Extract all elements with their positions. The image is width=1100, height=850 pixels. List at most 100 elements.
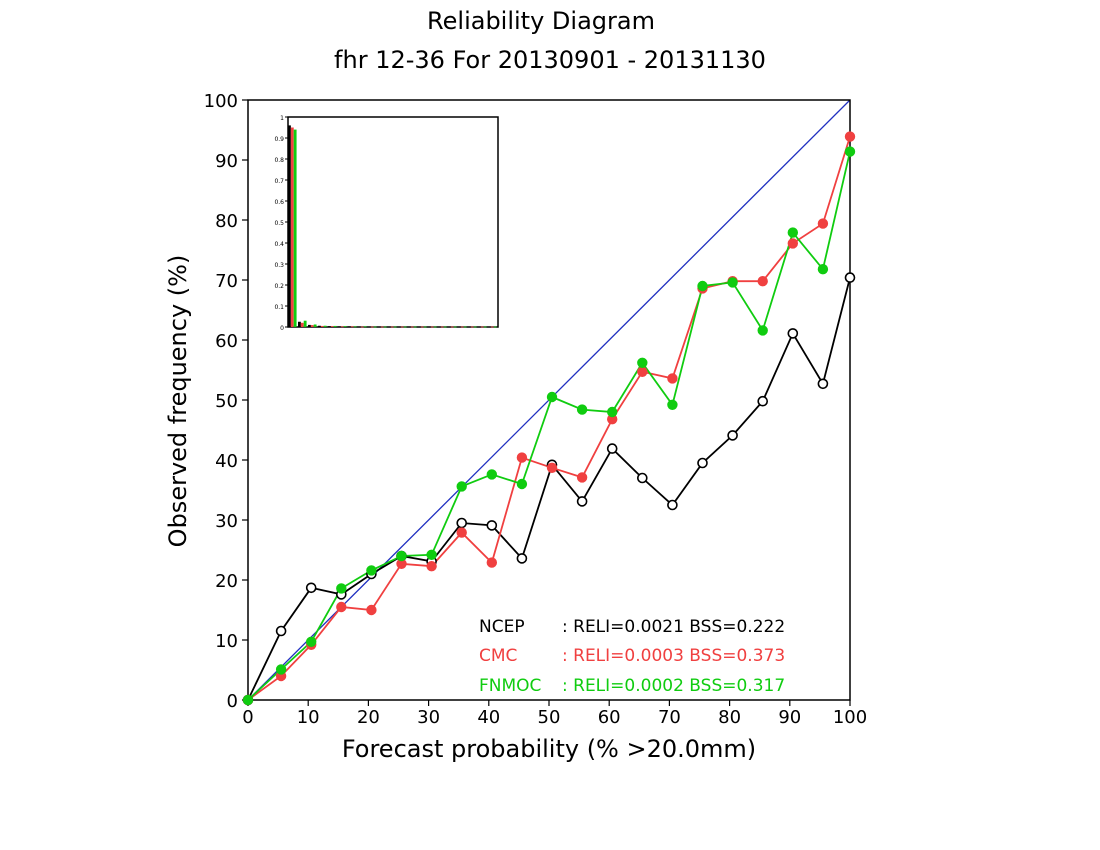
inset-bar-cmc	[400, 326, 404, 328]
y-tick-label: 50	[215, 391, 238, 412]
inset-y-tick-label: 0.4	[274, 241, 284, 248]
legend-name-fnmoc: FNMOC	[479, 676, 541, 696]
inset-bar-fnmoc	[353, 326, 357, 328]
inset-bar-cmc	[310, 325, 314, 327]
inset-bar-fnmoc	[373, 326, 377, 328]
inset-bar-fnmoc	[443, 326, 447, 328]
inset-y-tick-label: 0	[280, 325, 284, 332]
data-point-cmc	[817, 218, 829, 229]
data-point-fnmoc	[486, 469, 498, 480]
inset-bar-cmc	[490, 326, 494, 328]
inset-bar-fnmoc	[343, 326, 347, 327]
inset-bar-ncep	[318, 325, 321, 327]
data-point-fnmoc	[757, 325, 768, 336]
inset-y-tick-label: 1	[280, 115, 284, 122]
data-point-fnmoc	[844, 146, 856, 157]
data-point-ncep	[787, 328, 799, 339]
legend-stats-ncep: : RELI=0.0021 BSS=0.222	[562, 617, 785, 637]
data-point-fnmoc	[275, 664, 287, 675]
legend-name-ncep: NCEP	[479, 617, 525, 637]
inset-bar-ncep	[488, 326, 491, 328]
x-tick-label: 90	[778, 707, 801, 728]
inset-y-tick-label: 0.2	[274, 283, 284, 290]
data-point-cmc	[456, 527, 467, 538]
inset-bar-ncep	[468, 326, 471, 328]
data-point-cmc	[546, 462, 558, 474]
y-tick-label: 60	[215, 331, 238, 352]
data-point-fnmoc	[306, 636, 317, 648]
data-point-fnmoc	[607, 406, 618, 418]
inset-bar-cmc	[380, 326, 384, 328]
inset-bar-cmc	[360, 326, 364, 328]
data-point-cmc	[787, 238, 799, 249]
y-tick-label: 10	[215, 631, 238, 652]
inset-bar-cmc	[470, 326, 474, 328]
data-point-cmc	[844, 131, 856, 142]
inset-bar-ncep	[368, 326, 371, 328]
data-point-ncep	[606, 443, 618, 454]
inset-bar-ncep	[458, 326, 461, 328]
inset-bar-ncep	[328, 326, 331, 327]
inset-bar-ncep	[388, 326, 391, 328]
chart-subtitle: fhr 12-36 For 20130901 - 20131130	[334, 46, 766, 74]
inset-y-tick-label: 0.1	[274, 304, 284, 311]
legend-name-cmc: CMC	[479, 646, 517, 666]
chart-title: Reliability Diagram	[427, 7, 655, 35]
y-tick-label: 40	[215, 451, 238, 472]
inset-bar-ncep	[448, 326, 451, 328]
data-point-ncep	[817, 378, 829, 390]
data-point-fnmoc	[637, 357, 648, 369]
legend-stats-fnmoc: : RELI=0.0002 BSS=0.317	[562, 676, 785, 696]
x-tick-label: 10	[297, 707, 320, 728]
inset-y-tick-label: 0.9	[274, 136, 284, 143]
data-point-fnmoc	[576, 404, 588, 415]
data-point-fnmoc	[242, 694, 254, 706]
data-point-cmc	[516, 452, 528, 463]
x-tick-label: 30	[417, 707, 440, 728]
data-point-cmc	[366, 604, 377, 616]
inset-bar-fnmoc	[473, 326, 477, 328]
inset-bar-ncep	[298, 321, 301, 327]
data-point-fnmoc	[727, 277, 738, 288]
data-point-ncep	[305, 582, 317, 594]
y-tick-label: 30	[215, 511, 238, 532]
inset-bar-cmc	[300, 322, 304, 327]
inset-bar-fnmoc	[433, 326, 437, 328]
inset-bar-ncep	[428, 326, 431, 328]
inset-bar-fnmoc	[453, 326, 457, 328]
data-point-ncep	[757, 395, 769, 407]
data-point-ncep	[667, 499, 678, 511]
data-point-ncep	[516, 553, 528, 564]
data-point-cmc	[667, 373, 678, 384]
data-point-fnmoc	[516, 478, 528, 490]
data-point-fnmoc	[667, 399, 678, 411]
inset-bar-fnmoc	[413, 326, 417, 328]
inset-bar-cmc	[330, 326, 334, 327]
data-point-fnmoc	[787, 227, 799, 238]
data-point-cmc	[576, 472, 588, 483]
inset-bar-cmc	[460, 326, 464, 328]
inset-y-tick-label: 0.8	[274, 157, 284, 164]
data-point-fnmoc	[426, 549, 437, 561]
data-point-ncep	[275, 625, 287, 637]
data-point-ncep	[727, 430, 738, 441]
data-point-fnmoc	[336, 583, 347, 594]
y-tick-label: 80	[215, 211, 238, 232]
inset-y-tick-label: 0.3	[274, 262, 284, 269]
inset-bar-fnmoc	[333, 325, 337, 327]
data-point-ncep	[456, 517, 468, 529]
data-point-fnmoc	[697, 280, 708, 292]
y-tick-label: 20	[215, 571, 238, 592]
inset-bar-fnmoc	[393, 326, 397, 328]
data-point-cmc	[336, 601, 347, 613]
inset-bar-ncep	[438, 326, 441, 328]
inset-bar-ncep	[478, 326, 481, 328]
inset-bar-fnmoc	[323, 325, 327, 327]
x-tick-label: 40	[477, 707, 500, 728]
y-tick-label: 90	[215, 151, 238, 172]
data-point-fnmoc	[456, 481, 467, 492]
data-point-cmc	[486, 557, 498, 568]
x-axis-label: Forecast probability (% >20.0mm)	[342, 735, 756, 763]
inset-bar-cmc	[420, 326, 424, 328]
data-point-ncep	[486, 520, 498, 531]
